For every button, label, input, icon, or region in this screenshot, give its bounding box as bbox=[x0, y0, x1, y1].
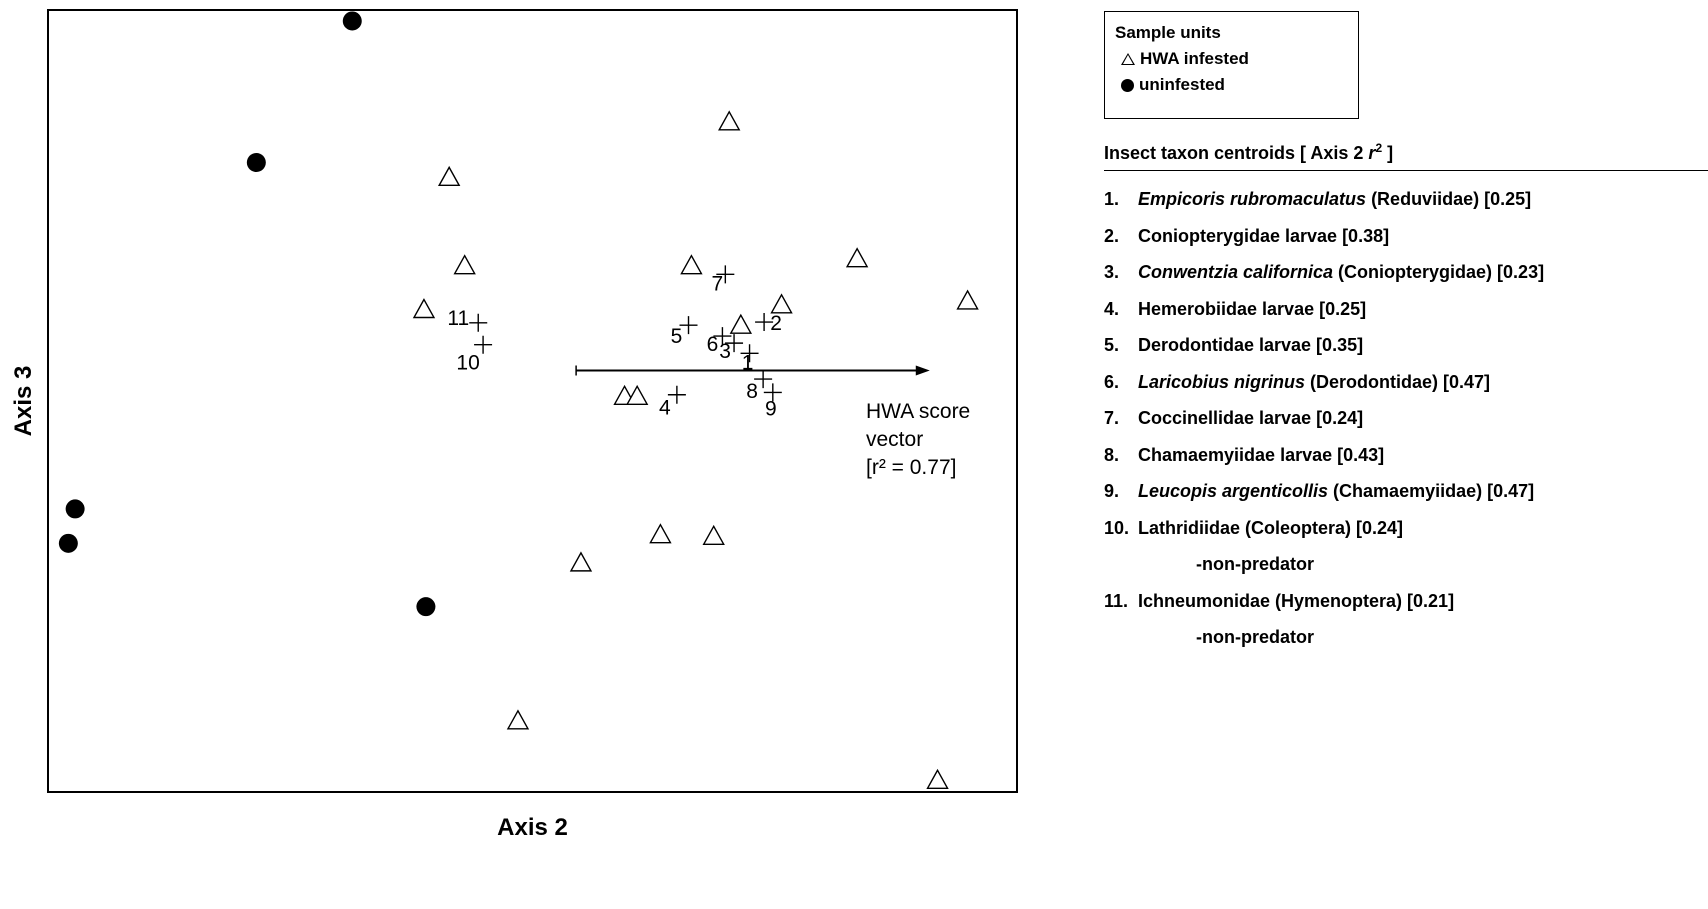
taxon-species-name: Empicoris rubromaculatus bbox=[1138, 189, 1367, 209]
taxon-centroid-label: 1 bbox=[742, 351, 754, 374]
taxon-centroid-marker bbox=[667, 385, 686, 404]
hwa-infested-point bbox=[437, 165, 461, 187]
uninfested-point bbox=[58, 533, 78, 553]
taxon-description: (Derodontidae) [0.47] bbox=[1305, 371, 1491, 392]
taxon-note: -non-predator bbox=[1196, 627, 1314, 647]
taxon-centroid-label: 10 bbox=[456, 352, 479, 375]
taxon-description: Hemerobiidae larvae [0.25] bbox=[1138, 298, 1367, 319]
taxon-centroid-label: 6 bbox=[707, 333, 719, 356]
taxon-number: 9. bbox=[1104, 481, 1120, 501]
taxon-centroid-marker bbox=[716, 265, 735, 284]
taxon-description: (Reduviidae) [0.25] bbox=[1366, 189, 1532, 209]
taxon-centroid-marker bbox=[725, 334, 744, 353]
hwa-infested-point bbox=[729, 313, 753, 334]
taxon-centroid-label: 2 bbox=[770, 312, 782, 335]
vector-arrowhead bbox=[915, 365, 930, 376]
taxon-centroid-label: 5 bbox=[671, 325, 683, 348]
taxon-list-item: 11. Ichneumonidae (Hymenoptera) [0.21] bbox=[1104, 583, 1708, 620]
open-triangle-icon bbox=[1121, 53, 1135, 65]
hwa-infested-point bbox=[956, 289, 979, 310]
taxon-number: 7. bbox=[1104, 408, 1120, 428]
taxon-description: (Coniopterygidae) [0.23] bbox=[1333, 262, 1545, 282]
hwa-infested-point bbox=[453, 254, 476, 275]
hwa-infested-point bbox=[770, 293, 793, 314]
legend-box: Sample units HWA infested uninfested bbox=[1104, 11, 1359, 119]
uninfested-point bbox=[65, 499, 85, 519]
hwa-infested-point bbox=[680, 254, 703, 275]
taxon-centroid-marker bbox=[713, 327, 732, 346]
hwa-infested-point bbox=[845, 247, 869, 268]
hwa-infested-point bbox=[569, 551, 593, 572]
taxon-list-item: 3. Conwentzia californica (Coniopterygida… bbox=[1104, 254, 1708, 291]
taxon-species-name: Conwentzia californica bbox=[1138, 262, 1334, 282]
taxon-list-item: 2. Coniopterygidae larvae [0.38] bbox=[1104, 218, 1708, 255]
taxon-list-item: 4. Hemerobiidae larvae [0.25] bbox=[1104, 291, 1708, 328]
plot-frame bbox=[47, 9, 1018, 793]
taxon-list-item: 1. Empicoris rubromaculatus (Reduviidae) … bbox=[1104, 181, 1708, 218]
taxon-number: 5. bbox=[1104, 335, 1120, 355]
uninfested-point bbox=[342, 11, 362, 31]
taxon-list-item: 5. Derodontidae larvae [0.35] bbox=[1104, 327, 1708, 364]
taxon-description: Coccinellidae larvae [0.24] bbox=[1138, 408, 1364, 428]
taxon-species-name: Laricobius nigrinus bbox=[1138, 371, 1306, 392]
hwa-infested-point bbox=[718, 110, 741, 131]
taxon-centroid-list: Insect taxon centroids [ Axis 2 r2 ] 1. E… bbox=[1104, 141, 1708, 656]
taxon-centroid-marker bbox=[754, 370, 773, 389]
hwa-infested-point bbox=[412, 298, 436, 319]
hwa-infested-point bbox=[649, 523, 672, 544]
taxon-list-item: 10. Lathridiidae (Coleoptera) [0.24] bbox=[1104, 510, 1708, 547]
legend-item-hwa-infested: HWA infested bbox=[1115, 46, 1348, 72]
taxon-number: 2. bbox=[1104, 225, 1120, 246]
taxon-note: -non-predator bbox=[1196, 554, 1314, 574]
taxon-centroid-label: 7 bbox=[711, 272, 723, 295]
taxon-list-item: 7. Coccinellidae larvae [0.24] bbox=[1104, 400, 1708, 437]
taxon-description: Derodontidae larvae [0.35] bbox=[1138, 335, 1364, 355]
vector-label-line: [r² = 0.77] bbox=[866, 456, 956, 479]
legend-item-label: uninfested bbox=[1139, 75, 1225, 94]
taxon-number: 3. bbox=[1104, 262, 1120, 282]
taxon-centroid-label: 3 bbox=[719, 340, 731, 363]
taxon-centroid-label: 4 bbox=[659, 397, 671, 420]
taxon-centroid-marker bbox=[740, 344, 759, 363]
x-axis-label: Axis 2 bbox=[497, 814, 568, 841]
taxon-centroid-marker bbox=[763, 383, 782, 402]
y-axis-label: Axis 3 bbox=[10, 366, 37, 437]
taxon-centroid-marker bbox=[755, 313, 774, 332]
taxon-centroid-marker bbox=[679, 316, 698, 335]
taxon-number: 6. bbox=[1104, 371, 1120, 392]
legend-title: Sample units bbox=[1115, 23, 1221, 42]
taxon-centroid-label: 9 bbox=[765, 397, 777, 420]
taxon-description: Lathridiidae (Coleoptera) [0.24] bbox=[1138, 517, 1404, 538]
taxon-centroid-marker bbox=[474, 335, 493, 354]
uninfested-point bbox=[246, 152, 266, 172]
taxon-description: Ichneumonidae (Hymenoptera) [0.21] bbox=[1138, 590, 1455, 611]
taxon-centroid-marker bbox=[469, 313, 488, 332]
taxon-list-item: 6. Laricobius nigrinus (Derodontidae) [0.… bbox=[1104, 364, 1708, 401]
legend-item-label: HWA infested bbox=[1140, 49, 1249, 68]
vector-label-line: vector bbox=[866, 428, 923, 451]
taxon-centroid-label: 11 bbox=[447, 307, 469, 330]
taxon-number: 1. bbox=[1104, 189, 1120, 209]
taxon-number: 10. bbox=[1104, 517, 1130, 538]
taxon-list-heading: Insect taxon centroids [ Axis 2 r2 ] bbox=[1104, 141, 1708, 171]
hwa-infested-point bbox=[702, 524, 725, 545]
hwa-infested-point bbox=[926, 768, 949, 789]
taxon-list-item: 9. Leucopis argenticollis (Chamaemyiidae)… bbox=[1104, 473, 1708, 510]
filled-circle-icon bbox=[1121, 78, 1134, 92]
taxon-list-item: 8. Chamaemyiidae larvae [0.43] bbox=[1104, 437, 1708, 474]
taxon-description: Chamaemyiidae larvae [0.43] bbox=[1138, 444, 1385, 465]
taxon-number: 11. bbox=[1104, 590, 1129, 611]
taxon-description: Coniopterygidae larvae [0.38] bbox=[1138, 225, 1390, 246]
vector-label-line: HWA score bbox=[866, 400, 970, 423]
taxon-centroid-label: 8 bbox=[746, 380, 758, 403]
taxon-species-name: Leucopis argenticollis bbox=[1138, 481, 1329, 501]
legend-item-uninfested: uninfested bbox=[1115, 72, 1348, 98]
hwa-infested-point bbox=[625, 384, 649, 406]
taxon-number: 8. bbox=[1104, 444, 1120, 465]
taxon-description: (Chamaemyiidae) [0.47] bbox=[1328, 481, 1535, 501]
taxon-number: 4. bbox=[1104, 298, 1120, 319]
uninfested-point bbox=[416, 597, 436, 617]
hwa-infested-point bbox=[506, 709, 530, 730]
